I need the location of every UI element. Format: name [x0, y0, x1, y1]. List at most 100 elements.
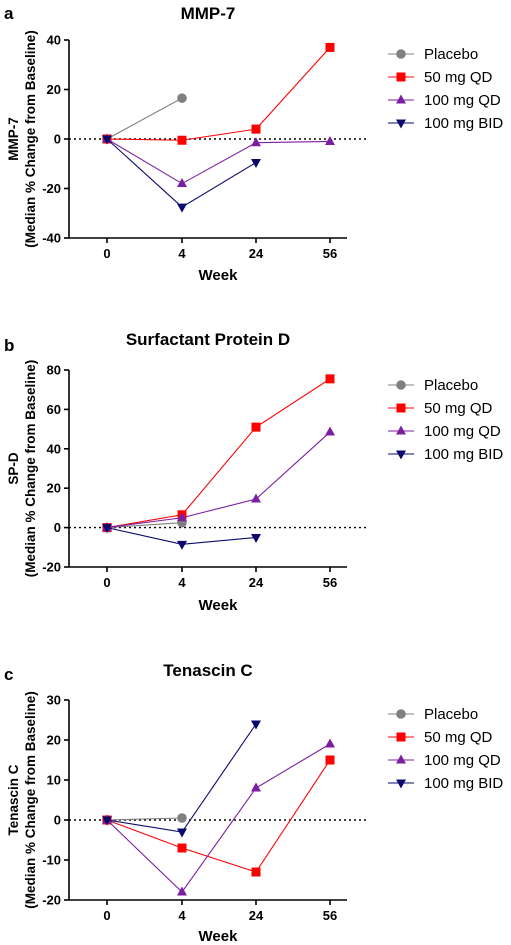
x-tick-label: 56 [323, 575, 337, 590]
data-point [251, 782, 261, 792]
y-tick-label: 20 [47, 733, 61, 748]
legend-label: 100 mg BID [424, 775, 503, 792]
data-point [177, 540, 187, 550]
legend-label: Placebo [424, 377, 478, 394]
data-point [251, 422, 261, 432]
legend-label: 50 mg QD [424, 400, 493, 417]
data-point [102, 816, 112, 826]
legend-label: 100 mg BID [424, 115, 503, 132]
series-line [106, 47, 331, 141]
data-point [251, 124, 261, 134]
y-tick-label: -20 [42, 893, 61, 908]
y-tick-label: 30 [47, 693, 61, 708]
legend-label: 100 mg QD [424, 423, 501, 440]
data-point [177, 93, 187, 103]
y-tick-label: 80 [47, 363, 61, 378]
series-line [106, 378, 331, 529]
legend-label: Placebo [424, 46, 478, 63]
data-point [177, 512, 187, 522]
legend-marker [396, 709, 406, 719]
series-line [106, 759, 331, 873]
data-point [177, 886, 187, 896]
data-point [325, 738, 335, 748]
legend-marker [396, 94, 406, 104]
panel-letter: c [4, 665, 13, 684]
legend-marker [396, 119, 406, 129]
data-point [251, 533, 261, 543]
x-tick-label: 24 [249, 575, 264, 590]
chart-title: Tenascin C [163, 661, 252, 680]
legend-marker [396, 403, 406, 413]
y-tick-label: 10 [47, 773, 61, 788]
y-tick-label: 0 [54, 813, 61, 828]
series-line [106, 431, 331, 529]
legend-label: 100 mg QD [424, 92, 501, 109]
legend-marker [396, 779, 406, 789]
x-tick-label: 4 [178, 575, 186, 590]
y-axis-label-units: (Median % Change from Baseline) [23, 30, 38, 248]
series-line [106, 522, 183, 529]
legend-marker [396, 380, 406, 390]
data-point [177, 135, 187, 145]
y-tick-label: -10 [42, 853, 61, 868]
legend-label: 100 mg QD [424, 752, 501, 769]
data-point [251, 137, 261, 147]
x-tick-label: 0 [103, 246, 110, 261]
legend-marker [396, 49, 406, 59]
data-point [325, 755, 335, 765]
legend-marker [396, 732, 406, 742]
x-tick-label: 24 [249, 908, 264, 923]
legend-marker [396, 754, 406, 764]
x-axis-label: Week [199, 928, 239, 945]
data-point [177, 203, 187, 213]
y-tick-label: -20 [42, 181, 61, 196]
y-tick-label: 40 [47, 441, 61, 456]
y-axis-label: Tenascin C [6, 764, 21, 835]
series-line [106, 138, 257, 208]
chart-title: MMP-7 [181, 4, 236, 23]
x-axis-label: Week [199, 597, 239, 614]
data-point [177, 178, 187, 188]
data-point [177, 813, 187, 823]
series-line [106, 138, 331, 185]
y-tick-label: 20 [47, 82, 61, 97]
panel-letter: a [4, 4, 14, 23]
data-point [325, 135, 335, 145]
y-tick-label: 60 [47, 402, 61, 417]
legend-label: 50 mg QD [424, 69, 493, 86]
x-tick-label: 56 [323, 246, 337, 261]
data-point [325, 374, 335, 384]
data-point [102, 524, 112, 534]
data-point [251, 867, 261, 877]
y-tick-label: -20 [42, 560, 61, 575]
y-tick-label: 0 [54, 520, 61, 535]
y-tick-label: 40 [47, 33, 61, 48]
y-tick-label: -40 [42, 231, 61, 246]
data-point [251, 720, 261, 730]
legend-label: 100 mg BID [424, 446, 503, 463]
panel-letter: b [4, 336, 14, 355]
x-tick-label: 0 [103, 908, 110, 923]
data-point [177, 843, 187, 853]
x-tick-label: 4 [178, 246, 186, 261]
x-axis-label: Week [199, 267, 239, 284]
legend-marker [396, 425, 406, 435]
data-point [251, 493, 261, 503]
x-tick-label: 56 [323, 908, 337, 923]
x-tick-label: 4 [178, 908, 186, 923]
data-point [251, 159, 261, 169]
y-axis-label: SP-D [6, 452, 21, 485]
legend-marker [396, 72, 406, 82]
data-point [177, 828, 187, 838]
data-point [102, 135, 112, 145]
series-line [106, 817, 183, 821]
legend-label: 50 mg QD [424, 729, 493, 746]
y-axis-label-units: (Median % Change from Baseline) [23, 691, 38, 909]
legend-marker [396, 450, 406, 460]
chart-title: Surfactant Protein D [126, 330, 290, 349]
y-tick-label: 20 [47, 481, 61, 496]
x-tick-label: 24 [249, 246, 264, 261]
